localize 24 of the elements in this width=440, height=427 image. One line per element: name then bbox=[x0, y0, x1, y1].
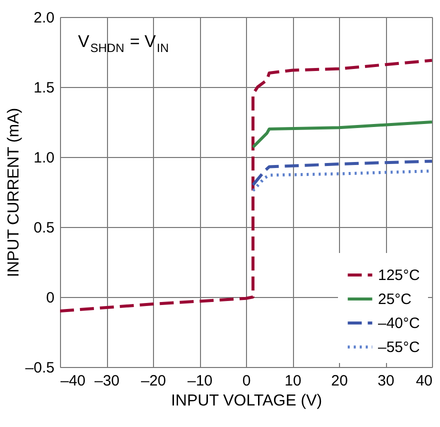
y-tick-label: 1.0 bbox=[34, 150, 54, 166]
line-series bbox=[60, 58, 432, 312]
y-tick-label: 0.5 bbox=[34, 220, 54, 236]
x-tick-label: –40 bbox=[60, 372, 86, 390]
x-tick-label: 10 bbox=[284, 372, 302, 390]
x-tick-label: 0 bbox=[242, 372, 251, 390]
y-axis-title: INPUT CURRENT (mA) bbox=[5, 108, 22, 278]
line-series bbox=[251, 160, 432, 186]
legend-label: –40°C bbox=[378, 315, 420, 332]
y-tick-label: 2.0 bbox=[34, 10, 54, 26]
y-tick-label: –0.5 bbox=[25, 360, 54, 376]
legend-label: –55°C bbox=[378, 339, 420, 356]
x-tick-label: 40 bbox=[416, 372, 432, 390]
legend-label: 25°C bbox=[378, 291, 412, 308]
y-tick-label: 0 bbox=[46, 290, 54, 306]
x-tick-label: 30 bbox=[378, 372, 394, 390]
x-tick-label: –30 bbox=[94, 372, 120, 390]
line-series bbox=[251, 120, 432, 149]
x-tick-label: 20 bbox=[331, 372, 348, 390]
legend-label: 125°C bbox=[378, 267, 420, 284]
x-tick-label: –20 bbox=[140, 372, 166, 390]
y-tick-label: 1.5 bbox=[34, 80, 54, 96]
x-axis-title: INPUT VOLTAGE (V) bbox=[170, 392, 322, 410]
x-tick-label: –10 bbox=[187, 372, 213, 390]
